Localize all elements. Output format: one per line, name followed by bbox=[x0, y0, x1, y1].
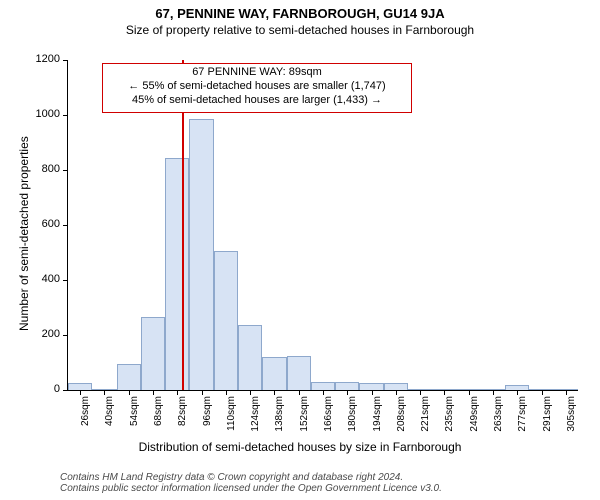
x-tick-label: 96sqm bbox=[202, 396, 213, 426]
x-tick-label: 54sqm bbox=[129, 396, 140, 426]
x-tick-label: 208sqm bbox=[396, 396, 407, 432]
y-tick-label: 0 bbox=[54, 383, 60, 395]
histogram-bar bbox=[238, 325, 262, 390]
x-tick-label: 291sqm bbox=[542, 396, 553, 432]
x-tick-label: 249sqm bbox=[469, 396, 480, 432]
histogram-bar bbox=[165, 158, 189, 390]
x-tick-label: 180sqm bbox=[347, 396, 358, 432]
y-axis-label: Number of semi-detached properties bbox=[17, 136, 31, 331]
x-tick-label: 82sqm bbox=[177, 396, 188, 426]
y-tick-label: 1200 bbox=[36, 53, 60, 65]
annotation-line-2: ← 55% of semi-detached houses are smalle… bbox=[107, 80, 407, 94]
x-tick-label: 40sqm bbox=[104, 396, 115, 426]
footer-line-2: Contains public sector information licen… bbox=[60, 483, 442, 494]
x-tick-label: 152sqm bbox=[299, 396, 310, 432]
y-tick-label: 800 bbox=[42, 163, 60, 175]
x-axis-label: Distribution of semi-detached houses by … bbox=[0, 440, 600, 454]
y-tick-label: 200 bbox=[42, 328, 60, 340]
footer-attribution: Contains HM Land Registry data © Crown c… bbox=[60, 472, 442, 494]
y-tick-label: 600 bbox=[42, 218, 60, 230]
x-tick-label: 26sqm bbox=[80, 396, 91, 426]
histogram-bar bbox=[335, 382, 359, 390]
footer-line-1: Contains HM Land Registry data © Crown c… bbox=[60, 472, 442, 483]
histogram-bar bbox=[117, 364, 141, 390]
x-tick-label: 166sqm bbox=[323, 396, 334, 432]
histogram-bar bbox=[287, 356, 311, 390]
annotation-box: 67 PENNINE WAY: 89sqm ← 55% of semi-deta… bbox=[102, 63, 412, 113]
histogram-bar bbox=[262, 357, 286, 390]
y-tick-label: 1000 bbox=[36, 108, 60, 120]
x-tick-label: 263sqm bbox=[493, 396, 504, 432]
x-tick-label: 277sqm bbox=[517, 396, 528, 432]
x-tick-label: 110sqm bbox=[226, 396, 237, 431]
x-tick-label: 235sqm bbox=[444, 396, 455, 432]
x-tick-label: 138sqm bbox=[274, 396, 285, 432]
histogram-bar bbox=[359, 383, 383, 390]
histogram-bar bbox=[311, 382, 335, 390]
x-tick-label: 305sqm bbox=[566, 396, 577, 432]
y-tick-label: 400 bbox=[42, 273, 60, 285]
histogram-bar bbox=[384, 383, 408, 390]
annotation-line-1: 67 PENNINE WAY: 89sqm bbox=[107, 66, 407, 80]
x-tick-label: 68sqm bbox=[153, 396, 164, 426]
histogram-bar bbox=[189, 119, 213, 390]
histogram-bar bbox=[68, 383, 92, 390]
histogram-bar bbox=[214, 251, 238, 390]
x-tick-label: 221sqm bbox=[420, 396, 431, 432]
x-tick-label: 124sqm bbox=[250, 396, 261, 432]
histogram-bar bbox=[141, 317, 165, 390]
x-tick-label: 194sqm bbox=[372, 396, 383, 432]
annotation-line-3: 45% of semi-detached houses are larger (… bbox=[107, 94, 407, 108]
